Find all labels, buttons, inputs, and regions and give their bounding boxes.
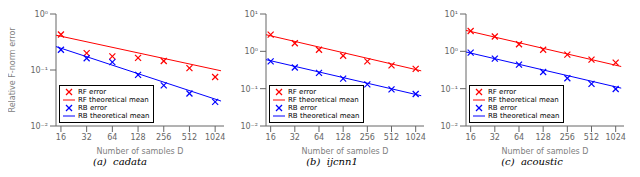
html-text:(c) acoustic: (c) acoustic [501,156,563,167]
svg-text:1024: 1024 [405,133,425,142]
svg-text:10⁻²: 10⁻² [30,122,48,131]
html-text:RB error: RB error [488,104,517,112]
svg-text:Number of samples D: Number of samples D [302,147,389,154]
svg-text:10⁰: 10⁰ [35,10,48,19]
svg-text:64: 64 [514,133,524,142]
svg-text:16: 16 [56,133,66,142]
svg-text:10¹: 10¹ [445,10,458,19]
svg-text:10⁻¹: 10⁻¹ [440,85,458,94]
html-text:RB theoretical mean: RB theoretical mean [288,112,360,120]
svg-text:10⁻²: 10⁻² [240,122,258,131]
html-text:RF theoretical mean: RF theoretical mean [488,96,559,104]
svg-text:32: 32 [82,133,92,142]
svg-text:1024: 1024 [605,133,625,142]
svg-text:64: 64 [314,133,324,142]
svg-text:32: 32 [490,133,500,142]
html-text:RB theoretical mean: RB theoretical mean [78,112,150,120]
svg-text:Number of samples D: Number of samples D [97,147,184,154]
svg-text:128: 128 [130,133,145,142]
svg-text:256: 256 [156,133,171,142]
html-text:RF error: RF error [288,88,317,96]
svg-text:10⁻¹: 10⁻¹ [240,85,258,94]
html-text:RF error: RF error [488,88,517,96]
svg-text:256: 256 [560,133,575,142]
svg-text:Relative F-norm error: Relative F-norm error [8,27,17,113]
svg-text:256: 256 [360,133,375,142]
svg-text:10⁰: 10⁰ [245,47,258,56]
svg-text:10⁰: 10⁰ [445,47,458,56]
html-text:(a) cadata: (a) cadata [93,156,147,167]
html-text:RF theoretical mean: RF theoretical mean [288,96,359,104]
svg-text:1024: 1024 [205,133,225,142]
svg-text:32: 32 [290,133,300,142]
svg-text:64: 64 [107,133,117,142]
html-text:RB error: RB error [78,104,107,112]
svg-text:10⁻²: 10⁻² [440,122,458,131]
svg-text:512: 512 [584,133,599,142]
svg-text:512: 512 [182,133,197,142]
html-text:RB error: RB error [288,104,317,112]
svg-text:16: 16 [466,133,476,142]
svg-text:16: 16 [266,133,276,142]
svg-text:128: 128 [336,133,351,142]
html-text:RB theoretical mean: RB theoretical mean [488,112,560,120]
svg-text:10⁻¹: 10⁻¹ [30,66,48,75]
html-text:RF theoretical mean: RF theoretical mean [78,96,149,104]
svg-text:512: 512 [384,133,399,142]
svg-text:128: 128 [536,133,551,142]
svg-text:10¹: 10¹ [245,10,258,19]
svg-text:Number of samples D: Number of samples D [502,147,589,154]
html-text:RF error: RF error [78,88,107,96]
html-text:(b) ijcnn1: (b) ijcnn1 [306,156,358,167]
